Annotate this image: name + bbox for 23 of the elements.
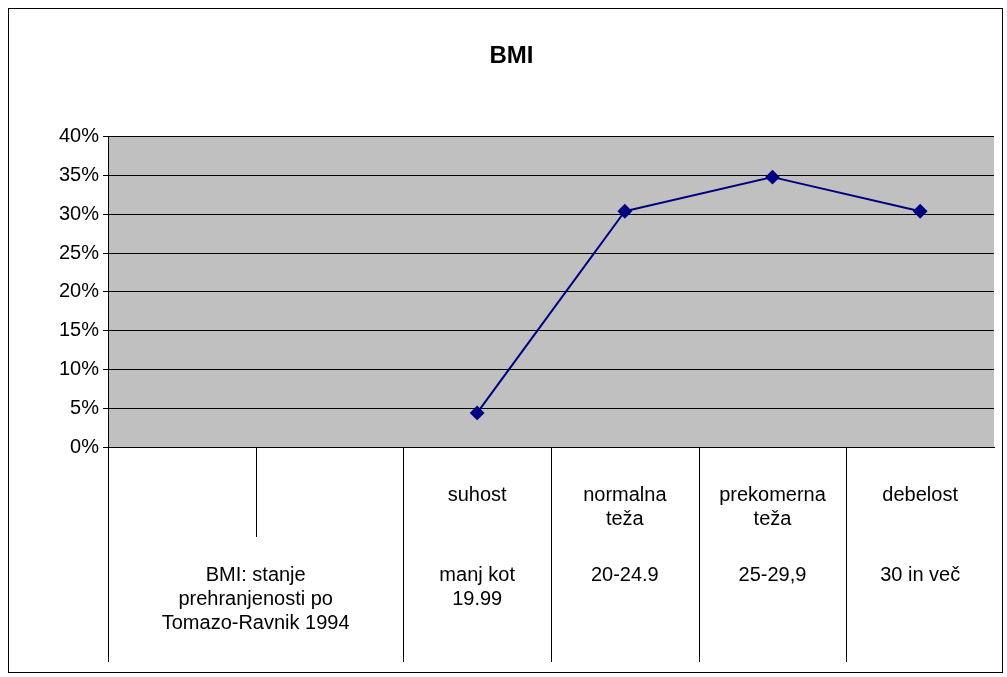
text: BMI: stanje prehranjenosti po Tomazo-Ravnik 1994 <box>161 562 350 633</box>
y-tick-label: 20% <box>58 279 100 302</box>
text: manj kot 19.99 <box>439 562 516 609</box>
point <box>765 170 780 185</box>
text: 20-24.9 <box>590 562 659 585</box>
point <box>470 405 485 420</box>
y-tick-label: 5% <box>70 395 100 418</box>
y-tick-label: 30% <box>58 201 100 224</box>
y-tick-label: 25% <box>58 240 100 263</box>
point <box>913 204 928 219</box>
text: 25-29,9 <box>738 562 807 585</box>
y-tick-label: 40% <box>58 124 100 147</box>
x-tick-label: suhost <box>447 482 508 505</box>
x-tick-label: prekomerna teža <box>719 482 827 529</box>
text: 30 in več <box>880 562 961 585</box>
x-tick-label: debelost <box>882 482 959 505</box>
y-tick-label: 15% <box>58 318 100 341</box>
y-tick-label: 35% <box>58 163 100 186</box>
chart-title: BMI <box>489 41 534 69</box>
point <box>617 204 632 219</box>
y-tick-label: 10% <box>58 356 100 379</box>
x-tick-label: normalna teža <box>583 482 668 529</box>
y-tick-label: 0% <box>70 434 100 457</box>
